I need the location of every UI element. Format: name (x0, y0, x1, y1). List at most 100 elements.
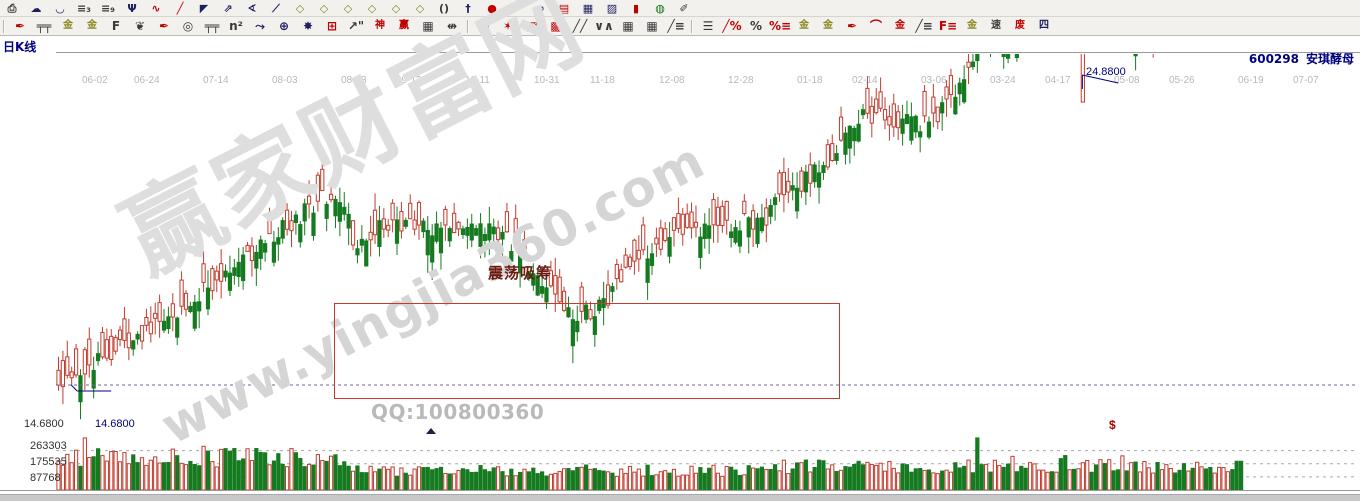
pen-red-icon[interactable]: ✒ (152, 17, 176, 36)
pen-icon[interactable]: ✐ (672, 0, 696, 17)
kline-period-label[interactable]: 日K线 (3, 40, 37, 54)
icon-glyph: ⚑ (511, 1, 521, 15)
grid-dense-icon[interactable]: ▦ (640, 17, 664, 36)
f-grid-icon[interactable]: F (104, 17, 128, 36)
dot-red-icon[interactable]: ● (480, 0, 504, 17)
icon-glyph: ▧ (478, 19, 490, 33)
window-icon[interactable]: ▤ (552, 0, 576, 17)
hatch-box-icon[interactable]: ▩ (544, 17, 568, 36)
slope-icon[interactable]: ╱╱ (568, 17, 592, 36)
diamond5-icon[interactable]: ◇ (384, 0, 408, 17)
angle-icon[interactable]: ∢ (240, 0, 264, 17)
icon-glyph: ╱ (176, 1, 184, 15)
icon-glyph: ◇ (415, 1, 425, 15)
percent-line-icon[interactable]: %≡ (768, 17, 792, 36)
icon-glyph: 金 (895, 20, 905, 31)
circle-grid-icon[interactable]: ◎ (176, 17, 200, 36)
icon-glyph: ╱╱ (572, 19, 588, 33)
quote-icon[interactable]: ↗" (344, 17, 368, 36)
cursor-marker-icon (426, 428, 436, 434)
icon-glyph: ⇗ (223, 1, 233, 15)
pencil-tool-icon[interactable]: ✒ (8, 17, 32, 36)
cross-icon[interactable]: † (456, 0, 480, 17)
wave-red-icon[interactable]: ∿ (144, 0, 168, 17)
icon-glyph: ↗" (347, 19, 365, 33)
high-price-tag: 24.8800 (1086, 66, 1126, 78)
zigzag-icon[interactable]: ∨∧ (592, 17, 616, 36)
mesh-icon[interactable]: ▦ (416, 17, 440, 36)
fib9-icon[interactable]: ≡₉ (96, 0, 120, 17)
comb-icon[interactable]: ╤╤ (200, 17, 224, 36)
globe-icon[interactable]: ◍ (648, 0, 672, 17)
slash-pair-icon[interactable]: ╱≡ (664, 17, 688, 36)
cloud-icon[interactable]: ☁ (24, 0, 48, 17)
volume-tick-3: 87768 (30, 472, 61, 484)
ladder-icon[interactable]: ╤╤ (32, 17, 56, 36)
ladder-list-icon[interactable]: ☰ (696, 17, 720, 36)
spiral-icon[interactable]: ❦ (128, 17, 152, 36)
si-slope-icon[interactable]: 四 (1032, 17, 1056, 36)
mo-slope-icon[interactable]: 废 (1008, 17, 1032, 36)
gold-grid2-icon[interactable]: 金 (80, 17, 104, 36)
toolbar-main[interactable]: ✒ ╤╤ 金 金 F ❦ ✒ ◎ ╤╤ n² ⤳ ⊕ ✸ ⊞ ↗" 神 赢 ▦ ↮ ▧ ✶ ▨ ▩ ╱╱ ∨∧ ▦ ▦ ╱≡ ☰ ╱%%%… (0, 17, 1360, 36)
diamond4-icon[interactable]: ◇ (360, 0, 384, 17)
price-chart-pane[interactable] (0, 54, 1360, 432)
shen-icon[interactable]: 神 (368, 17, 392, 36)
grid-small-icon[interactable]: ▦ (616, 17, 640, 36)
fork-icon[interactable]: Ψ (120, 0, 144, 17)
diamond1-icon[interactable]: ◇ (288, 0, 312, 17)
low-price-axis-tag: 14.6800 (24, 418, 64, 430)
icon-glyph: ▦ (582, 1, 594, 15)
gold-slope-icon[interactable]: 金 (960, 17, 984, 36)
volume-chart-pane[interactable] (0, 432, 1360, 494)
stock-code: 600298 (1248, 52, 1299, 66)
toolbar-top[interactable]: ⎙ ☁ ◡ ≡₃ ≡₉ Ψ ∿ ╱ ◤ ⇗ ∢ ⟋ ◇ ◇ ◇ ◇ ◇ ◇ () † ● ⚑ ∞ ▤ ▦ ▨ ▮ ◍ ✐ (0, 0, 1360, 17)
loop-icon[interactable]: ∞ (528, 0, 552, 17)
slope-eq-icon[interactable]: ╱≡ (912, 17, 936, 36)
book-red-icon[interactable]: ▮ (624, 0, 648, 17)
percent-icon[interactable]: % (744, 17, 768, 36)
icon-glyph: F (111, 19, 121, 33)
gold-circle-icon[interactable]: 金 (792, 17, 816, 36)
arrow-pair-icon[interactable]: ⇗ (216, 0, 240, 17)
span-icon[interactable]: ↮ (440, 17, 464, 36)
icon-glyph: ╱≡ (915, 19, 933, 33)
burst-icon[interactable]: ✸ (296, 17, 320, 36)
percent-red-icon[interactable]: ╱% (720, 17, 744, 36)
icon-glyph: ╱% (722, 19, 742, 33)
film-icon[interactable]: ▦ (576, 0, 600, 17)
f-slope-icon[interactable]: F≡ (936, 17, 960, 36)
arc-icon[interactable]: ◡ (48, 0, 72, 17)
ying-icon[interactable]: 赢 (392, 17, 416, 36)
arc-red-icon[interactable]: ⌒ (864, 17, 888, 36)
icon-glyph: ◍ (655, 1, 665, 15)
trend-red-icon[interactable]: ╱ (168, 0, 192, 17)
flag-icon[interactable]: ◤ (192, 0, 216, 17)
fan-icon[interactable]: ⤳ (248, 17, 272, 36)
volume-tick-1: 263303 (30, 440, 67, 452)
bottom-scroll-bar[interactable] (0, 494, 1360, 501)
gold-grid1-icon[interactable]: 金 (56, 17, 80, 36)
rays-red-icon[interactable]: ✶ (496, 17, 520, 36)
gold-red-icon[interactable]: 金 (888, 17, 912, 36)
save-icon[interactable]: ⎙ (0, 0, 24, 17)
paren-icon[interactable]: () (432, 0, 456, 17)
box-grid-icon[interactable]: ⊞ (320, 17, 344, 36)
gold-line-icon[interactable]: 金 (816, 17, 840, 36)
chart-box-icon[interactable]: ▨ (600, 0, 624, 17)
diamond3-icon[interactable]: ◇ (336, 0, 360, 17)
n2-icon[interactable]: n² (224, 17, 248, 36)
crosshair-icon[interactable]: ⊕ (272, 17, 296, 36)
pen-gold-icon[interactable]: ✒ (840, 17, 864, 36)
diamond6-icon[interactable]: ◇ (408, 0, 432, 17)
icon-glyph: ◇ (367, 1, 377, 15)
fib3-icon[interactable]: ≡₃ (72, 0, 96, 17)
date-axis: 06-02 06-24 07-14 08-03 08-23 09-12 10-11 10-31… (0, 36, 1360, 86)
pin-icon[interactable]: ⚑ (504, 0, 528, 17)
diamond2-icon[interactable]: ◇ (312, 0, 336, 17)
icon-glyph: ◡ (55, 1, 65, 15)
rect-tool-icon[interactable]: ▧ (472, 17, 496, 36)
measure-icon[interactable]: ⟋ (264, 0, 288, 17)
hatch-red-icon[interactable]: ▨ (520, 17, 544, 36)
su-slope-icon[interactable]: 速 (984, 17, 1008, 36)
